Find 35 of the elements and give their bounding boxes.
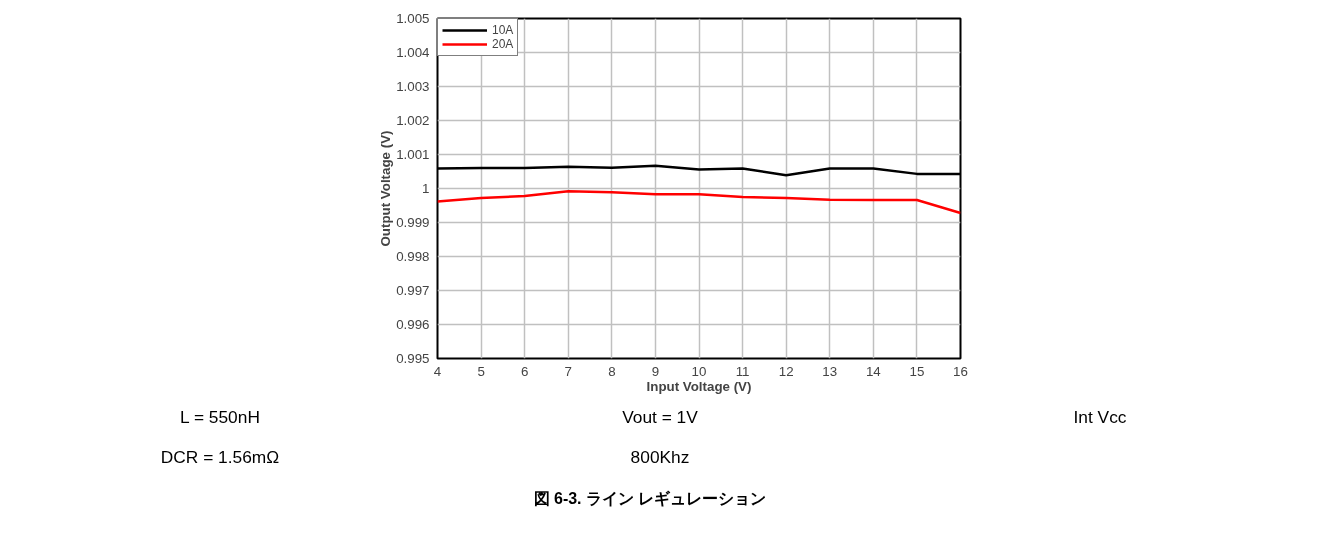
legend-label: 20A <box>492 37 514 51</box>
text: L = 550nH <box>180 406 260 429</box>
y-axis-title: Output Voltage (V) <box>378 130 394 247</box>
x-tick-label: 4 <box>433 363 442 379</box>
y-tick-label: 0.999 <box>396 215 430 230</box>
y-tick-label: 0.997 <box>396 283 430 298</box>
text: DCR = 1.56mΩ <box>160 446 280 469</box>
x-tick-label: 6 <box>520 363 529 379</box>
text: Int Vcc <box>1073 406 1127 429</box>
line-series <box>437 189 961 215</box>
x-tick-label: 16 <box>953 363 968 379</box>
y-tick-label: 0.995 <box>396 351 430 366</box>
y-tick-label: 1.003 <box>396 79 430 94</box>
x-tick-label: 15 <box>909 363 925 379</box>
y-tick-label: 1.001 <box>396 147 430 162</box>
x-tick-label: 8 <box>608 363 616 379</box>
text: 図 6-3. ライン レギュレーション <box>533 489 767 509</box>
y-tick-label: 1.005 <box>396 11 430 26</box>
x-tick-label: 5 <box>477 363 485 379</box>
y-tick-label: 0.996 <box>396 317 430 332</box>
text: Vout = 1V <box>622 406 698 429</box>
y-tick-label: 1.002 <box>396 113 430 128</box>
x-tick-label: 11 <box>735 363 750 379</box>
x-tick-label: 10 <box>691 363 707 379</box>
legend-label: 10A <box>492 23 514 37</box>
x-axis-title: Input Voltage (V) <box>646 378 752 394</box>
x-tick-label: 9 <box>651 363 660 379</box>
x-tick-label: 7 <box>564 363 572 379</box>
x-tick-label: 12 <box>778 363 794 379</box>
text: 800Khz <box>630 446 690 469</box>
x-tick-label: 13 <box>822 363 838 379</box>
y-tick-label: 1 <box>422 181 430 196</box>
y-tick-label: 1.004 <box>396 45 431 60</box>
x-tick-label: 14 <box>865 363 882 379</box>
y-tick-label: 0.998 <box>396 249 430 264</box>
